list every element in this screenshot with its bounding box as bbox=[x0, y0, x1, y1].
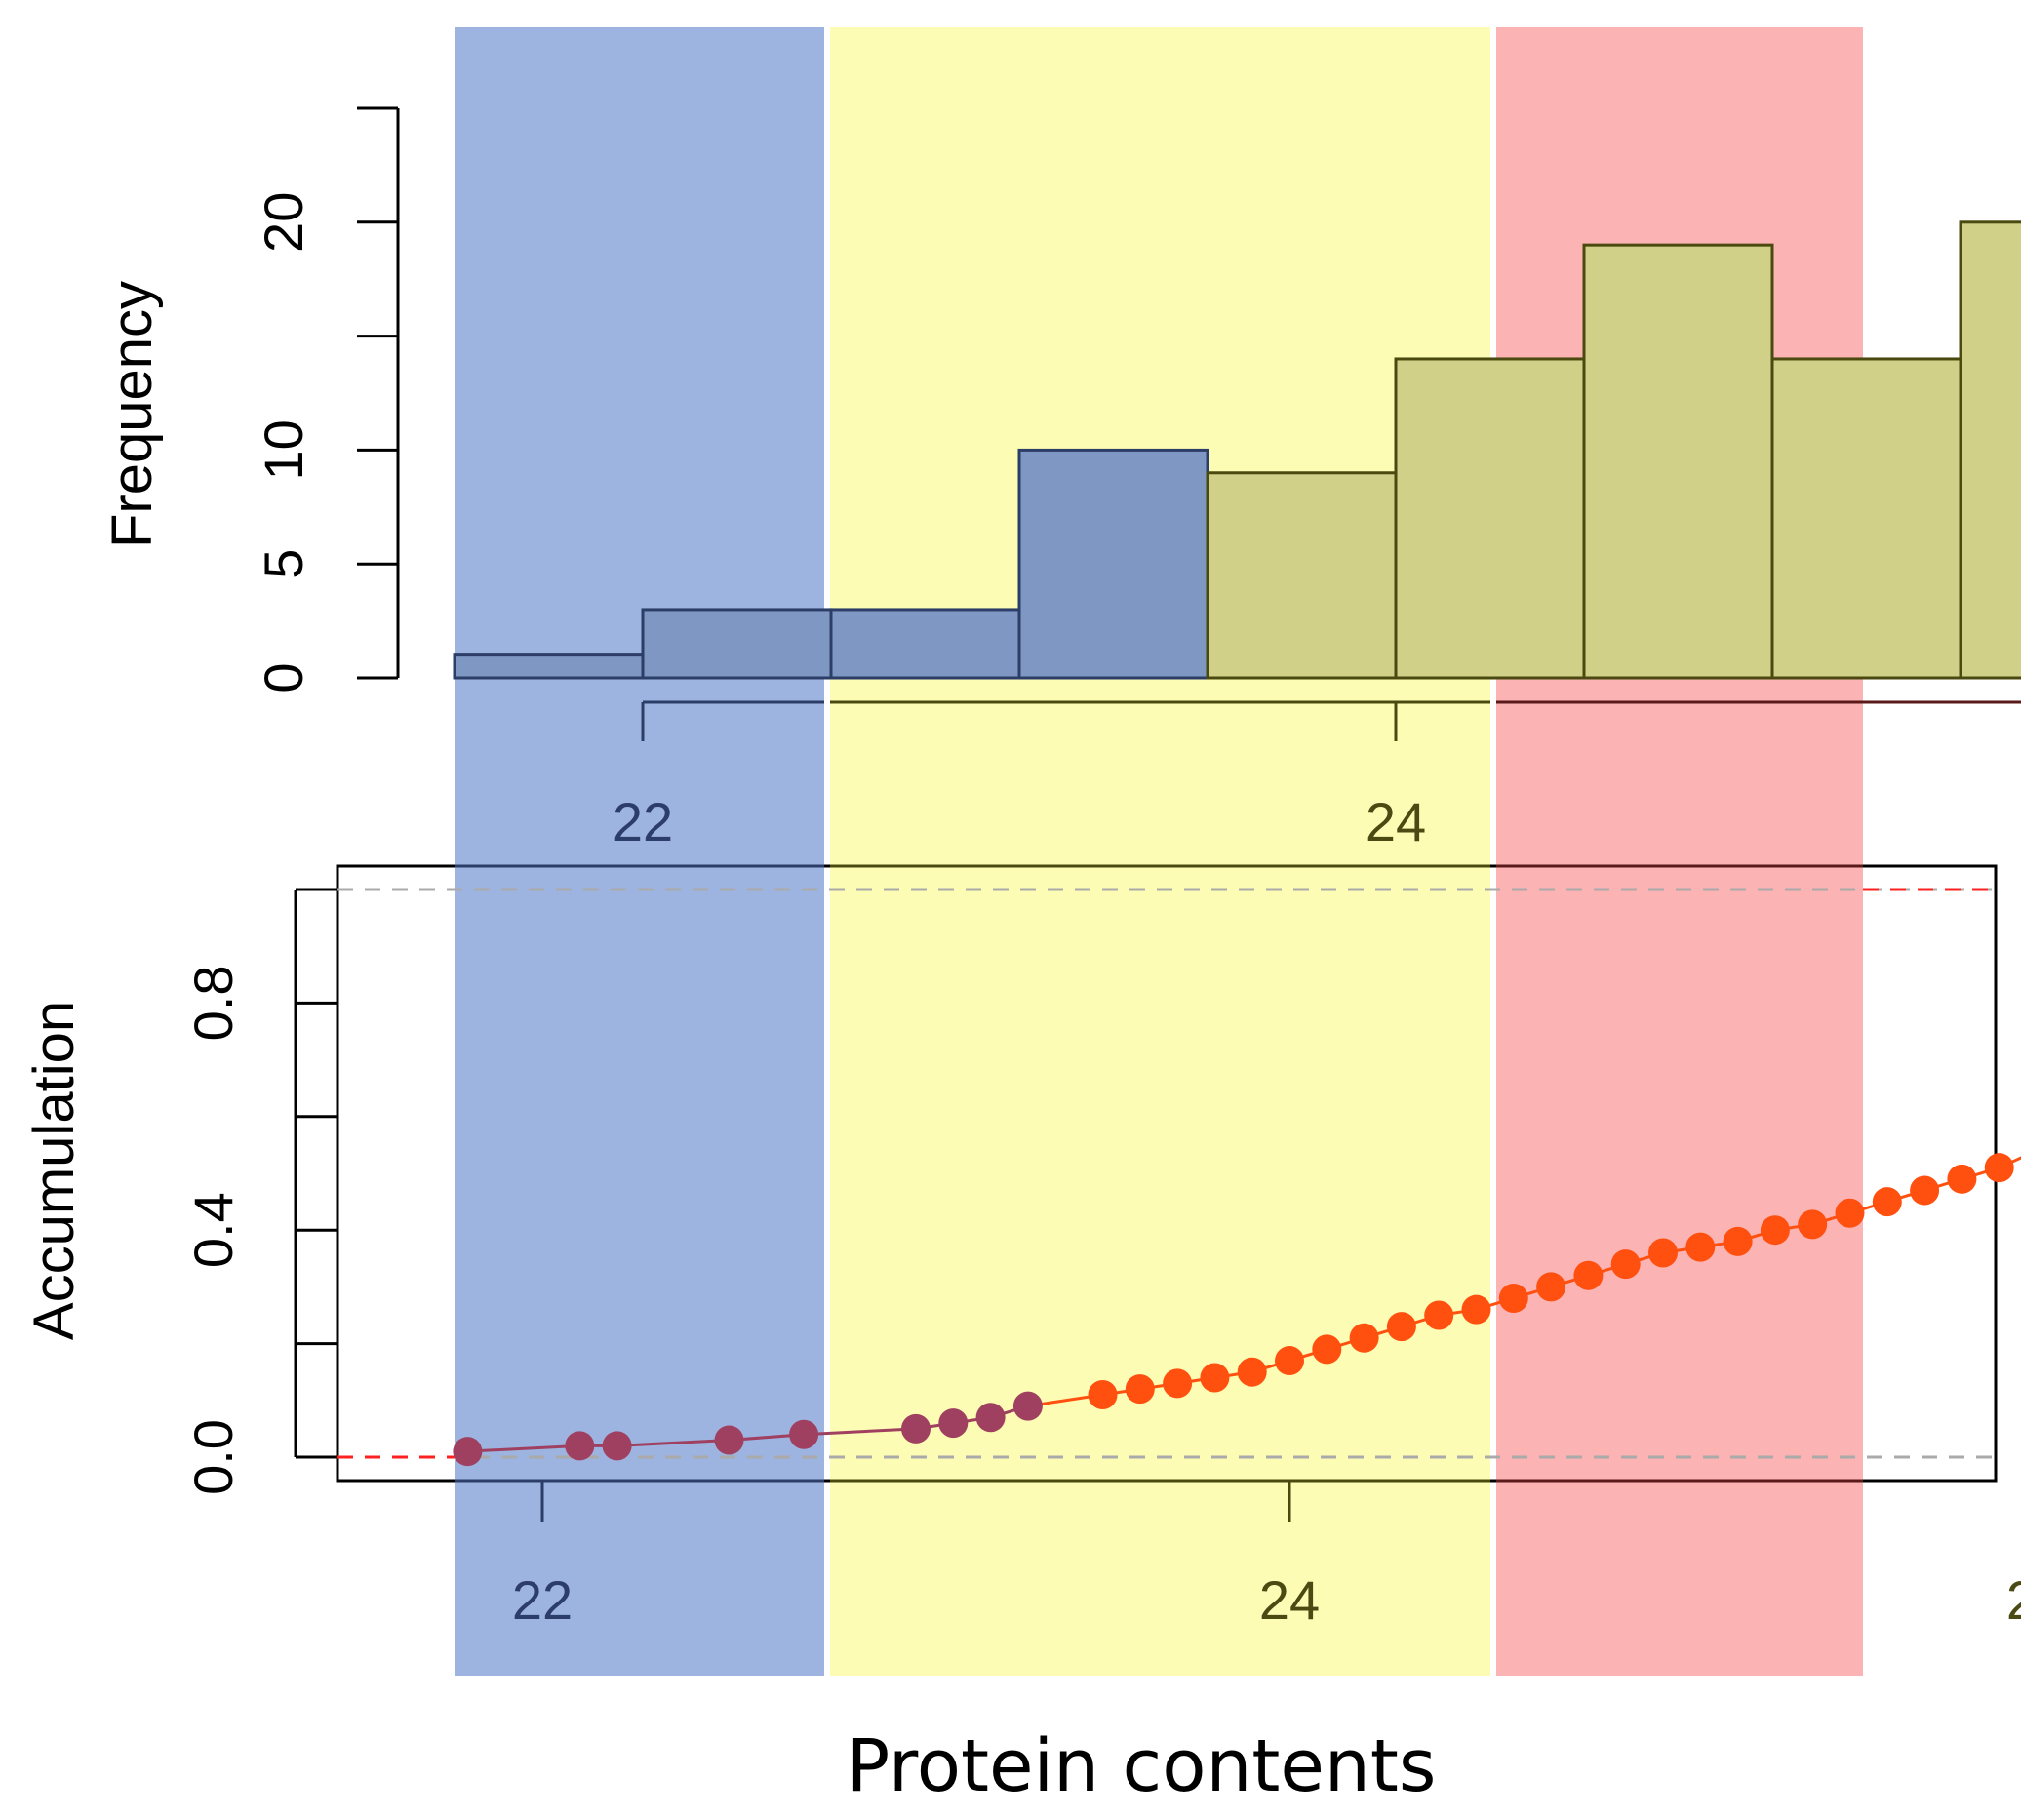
cumulative-point bbox=[789, 1419, 819, 1449]
cumulative-point bbox=[1798, 1209, 1828, 1240]
cumulative-point bbox=[1424, 1300, 1454, 1330]
histogram-y-tick-label: 20 bbox=[253, 192, 314, 253]
histogram-bar bbox=[453, 653, 645, 680]
region-bands bbox=[455, 27, 1863, 1676]
cumulative-y-axis-title: Accumulation bbox=[22, 1001, 86, 1340]
cumulative-point bbox=[1835, 1198, 1865, 1228]
cumulative-point bbox=[453, 1437, 483, 1467]
cumulative-point bbox=[1312, 1334, 1342, 1365]
histogram-x-tick-label: 22 bbox=[613, 791, 673, 852]
cumulative-point bbox=[1648, 1238, 1678, 1268]
histogram-bar bbox=[1394, 357, 1586, 680]
cumulative-point bbox=[901, 1413, 931, 1444]
cumulative-point bbox=[1573, 1260, 1604, 1290]
cumulative-y-tick-label: 0.4 bbox=[182, 1192, 244, 1268]
histogram-bar bbox=[641, 608, 833, 680]
cumulative-point bbox=[1237, 1357, 1267, 1387]
cumulative-point bbox=[714, 1425, 744, 1455]
histogram-bar bbox=[1770, 357, 1962, 680]
histogram-bar bbox=[1959, 220, 2021, 680]
cumulative-point bbox=[1088, 1379, 1118, 1409]
histogram-y-tick-label: 0 bbox=[253, 662, 314, 692]
cumulative-line-segment bbox=[616, 1439, 730, 1447]
cumulative-line-segment bbox=[804, 1427, 917, 1437]
histogram-y-axis: 0 5 10 20 bbox=[253, 106, 400, 693]
histogram-y-axis-title: Frequency bbox=[100, 281, 164, 548]
region-band-low bbox=[455, 27, 824, 1676]
cumulative-point bbox=[1872, 1187, 1902, 1217]
cumulative-y-tick-label: 0.8 bbox=[182, 965, 244, 1041]
cumulative-point bbox=[1947, 1164, 1977, 1194]
histogram-bar bbox=[1017, 448, 1209, 680]
cumulative-point bbox=[1275, 1346, 1304, 1376]
x-axis-title: Protein contents bbox=[847, 1724, 1437, 1808]
cumulative-point bbox=[1984, 1153, 2014, 1183]
cumulative-point bbox=[975, 1403, 1006, 1433]
histogram-bars bbox=[453, 220, 2021, 680]
cumulative-x-tick-label: 26 bbox=[2006, 1569, 2021, 1631]
region-band-mid bbox=[830, 27, 1490, 1676]
cumulative-point bbox=[1760, 1215, 1790, 1246]
cumulative-point bbox=[1910, 1175, 1940, 1206]
cumulative-point bbox=[1125, 1374, 1155, 1405]
cumulative-x-tick-label: 22 bbox=[512, 1569, 573, 1631]
cumulative-point bbox=[1685, 1232, 1716, 1262]
cumulative-point bbox=[1536, 1272, 1566, 1302]
cumulative-point bbox=[1012, 1391, 1043, 1421]
cumulative-point bbox=[1200, 1363, 1230, 1393]
cumulative-line-segment bbox=[467, 1444, 580, 1453]
cumulative-point bbox=[1349, 1323, 1379, 1353]
cumulative-point bbox=[1723, 1226, 1753, 1256]
cumulative-x-tick-label: 24 bbox=[1259, 1569, 1320, 1631]
cumulative-point bbox=[1498, 1284, 1528, 1314]
cumulative-point bbox=[1386, 1312, 1416, 1342]
histogram-bar bbox=[1582, 243, 1774, 680]
cumulative-point bbox=[938, 1408, 969, 1439]
histogram-y-tick-label: 5 bbox=[253, 549, 314, 579]
cumulative-x-axis: 22242628 bbox=[512, 1481, 2021, 1631]
cumulative-y-axis: 0.0 0.4 0.8 bbox=[182, 888, 337, 1495]
cumulative-point bbox=[1461, 1294, 1491, 1325]
histogram-bar bbox=[829, 608, 1021, 680]
histogram-y-tick-label: 10 bbox=[253, 419, 314, 480]
histogram-x-axis: 22242628 bbox=[613, 700, 2021, 852]
cumulative-y-tick-label: 0.0 bbox=[182, 1419, 244, 1495]
cumulative-point bbox=[565, 1431, 595, 1461]
cumulative-point bbox=[1610, 1249, 1641, 1280]
histogram-bar bbox=[1206, 471, 1398, 680]
cumulative-point bbox=[1163, 1368, 1193, 1399]
cumulative-point bbox=[602, 1431, 632, 1461]
histogram-x-tick-label: 24 bbox=[1366, 791, 1426, 852]
cumulative-panel: 0.00.40.8 22242628 Accumulation bbox=[22, 864, 2021, 1631]
cumulative-points bbox=[453, 1153, 2014, 1467]
